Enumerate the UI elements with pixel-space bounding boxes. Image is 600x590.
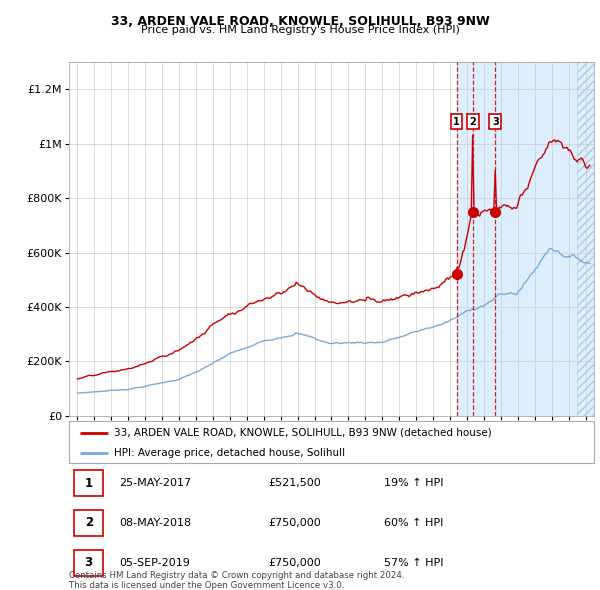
Text: 1: 1 bbox=[453, 117, 460, 127]
Text: 25-MAY-2017: 25-MAY-2017 bbox=[119, 478, 191, 488]
Bar bbox=[457, 62, 594, 416]
Text: 05-SEP-2019: 05-SEP-2019 bbox=[119, 558, 190, 568]
Text: 60% ↑ HPI: 60% ↑ HPI bbox=[384, 518, 443, 528]
Text: 3: 3 bbox=[85, 556, 93, 569]
Bar bbox=[74, 549, 103, 576]
Bar bbox=[577, 62, 594, 416]
Text: £750,000: £750,000 bbox=[269, 558, 321, 568]
Text: 33, ARDEN VALE ROAD, KNOWLE, SOLIHULL, B93 9NW: 33, ARDEN VALE ROAD, KNOWLE, SOLIHULL, B… bbox=[110, 15, 490, 28]
Text: Contains HM Land Registry data © Crown copyright and database right 2024.
This d: Contains HM Land Registry data © Crown c… bbox=[69, 571, 404, 590]
Text: 33, ARDEN VALE ROAD, KNOWLE, SOLIHULL, B93 9NW (detached house): 33, ARDEN VALE ROAD, KNOWLE, SOLIHULL, B… bbox=[113, 428, 491, 438]
Text: 3: 3 bbox=[492, 117, 499, 127]
Text: 08-MAY-2018: 08-MAY-2018 bbox=[119, 518, 191, 528]
Text: 19% ↑ HPI: 19% ↑ HPI bbox=[384, 478, 443, 488]
Text: 2: 2 bbox=[470, 117, 476, 127]
Text: 57% ↑ HPI: 57% ↑ HPI bbox=[384, 558, 443, 568]
Text: 2: 2 bbox=[85, 516, 93, 529]
Text: HPI: Average price, detached house, Solihull: HPI: Average price, detached house, Soli… bbox=[113, 448, 345, 457]
Text: £750,000: £750,000 bbox=[269, 518, 321, 528]
Text: £521,500: £521,500 bbox=[269, 478, 321, 488]
Bar bbox=[74, 470, 103, 496]
Text: 1: 1 bbox=[85, 477, 93, 490]
Bar bbox=[74, 510, 103, 536]
Text: Price paid vs. HM Land Registry's House Price Index (HPI): Price paid vs. HM Land Registry's House … bbox=[140, 25, 460, 35]
